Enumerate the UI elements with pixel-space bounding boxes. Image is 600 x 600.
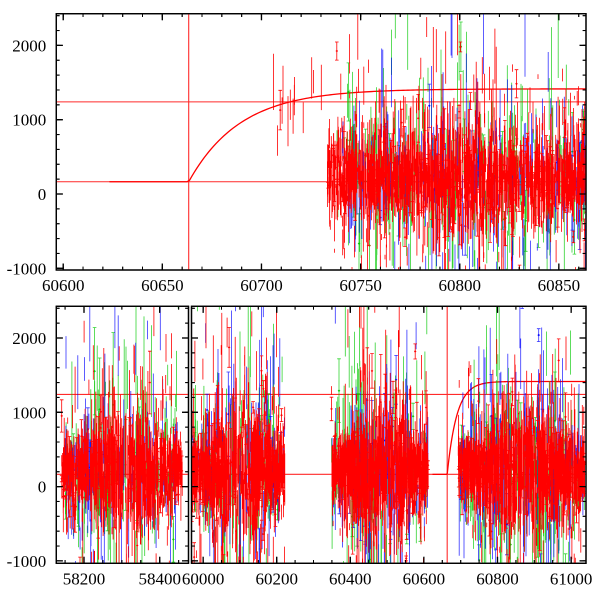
svg-text:58400: 58400	[138, 569, 181, 588]
svg-text:60600: 60600	[403, 569, 446, 588]
svg-text:60800: 60800	[476, 569, 519, 588]
svg-text:60600: 60600	[42, 276, 85, 295]
svg-text:58200: 58200	[63, 569, 106, 588]
svg-text:60200: 60200	[255, 569, 298, 588]
svg-text:60750: 60750	[339, 276, 382, 295]
svg-text:60800: 60800	[439, 276, 482, 295]
svg-text:61000: 61000	[550, 569, 593, 588]
svg-text:2000: 2000	[12, 329, 46, 348]
svg-text:2000: 2000	[12, 36, 46, 55]
svg-text:0: 0	[38, 478, 47, 497]
svg-text:60400: 60400	[329, 569, 372, 588]
svg-text:60850: 60850	[538, 276, 581, 295]
svg-text:60000: 60000	[182, 569, 225, 588]
svg-text:60700: 60700	[240, 276, 283, 295]
svg-text:1000: 1000	[12, 403, 46, 422]
svg-text:-1000: -1000	[7, 259, 47, 278]
svg-text:60650: 60650	[141, 276, 184, 295]
svg-text:0: 0	[38, 185, 47, 204]
svg-text:1000: 1000	[12, 111, 46, 130]
svg-text:-1000: -1000	[7, 552, 47, 571]
